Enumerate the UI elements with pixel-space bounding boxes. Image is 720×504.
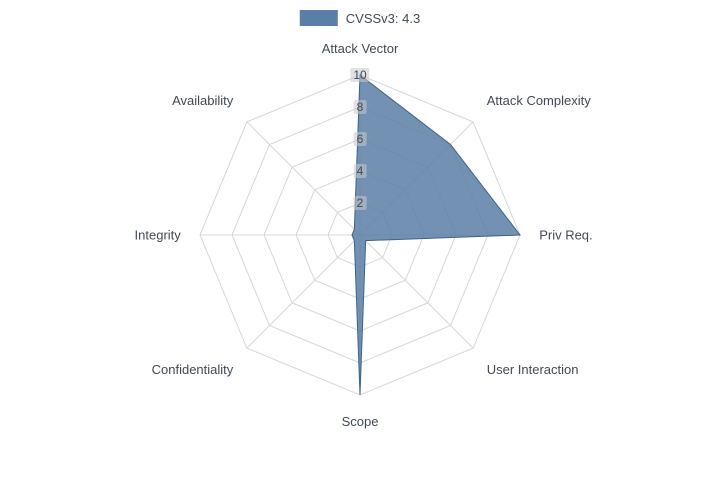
axis-label: Scope [342,414,379,429]
legend-swatch [300,10,338,26]
axis-label: User Interaction [487,362,579,377]
scale-tick: 4 [354,164,367,178]
scale-tick: 8 [354,100,367,114]
legend: CVSSv3: 4.3 [300,10,420,26]
axis-label: Confidentiality [152,362,234,377]
axis-label: Priv Req. [539,228,592,243]
axis-label: Attack Complexity [487,93,591,108]
legend-label: CVSSv3: 4.3 [346,11,420,26]
scale-tick: 2 [354,196,367,210]
axis-label: Attack Vector [322,41,399,56]
axis-label: Availability [172,93,233,108]
axis-label: Integrity [135,228,181,243]
scale-tick: 10 [350,68,369,82]
scale-tick: 6 [354,132,367,146]
